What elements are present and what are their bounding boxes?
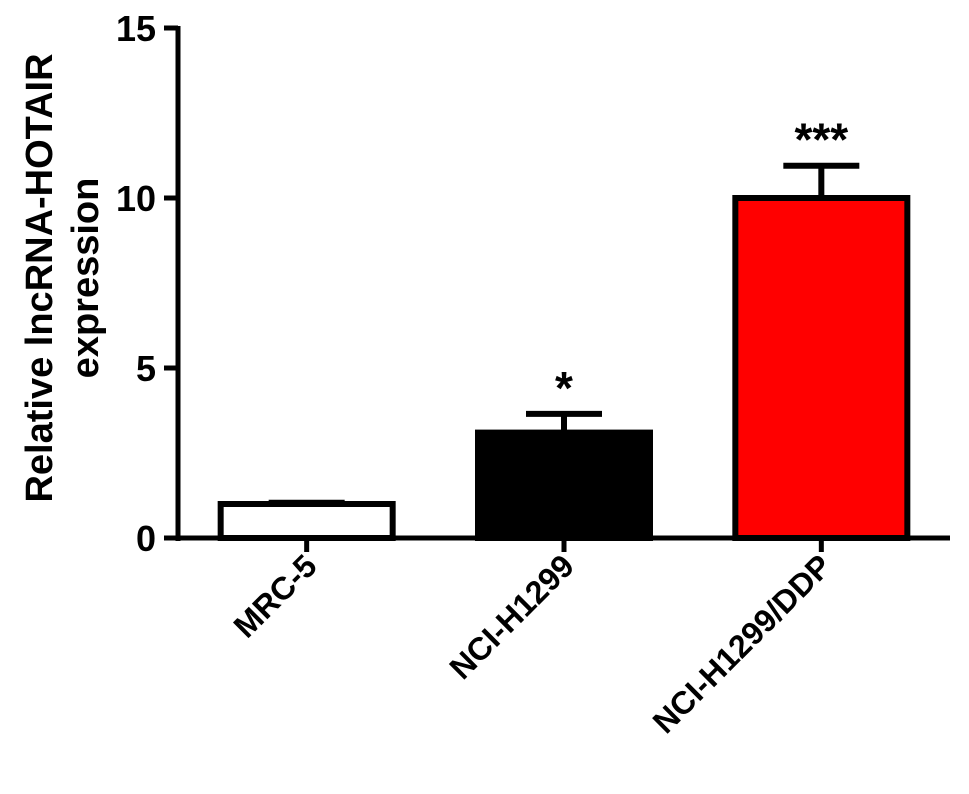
y-tick-label: 0 — [136, 518, 156, 559]
x-tick-label: NCI-H1299 — [442, 547, 581, 686]
y-tick-label: 10 — [116, 178, 156, 219]
bars: **** — [217, 114, 911, 542]
x-tick-label: NCI-H1299/DDP — [646, 547, 839, 740]
significance-label-3: *** — [794, 114, 848, 166]
y-axis-title-line-1: Relative lncRNA-HOTAIR — [19, 53, 61, 502]
bar-1 — [217, 501, 396, 541]
y-tick-label: 5 — [136, 348, 156, 389]
significance-label-2: * — [555, 362, 573, 414]
y-ticks: 0 5 10 15 — [116, 8, 178, 559]
bar-2 — [475, 429, 653, 542]
x-tick-labels: MRC-5 NCI-H1299 NCI-H1299/DDP — [227, 538, 839, 740]
y-axis-title: Relative lncRNA-HOTAIR expression — [19, 53, 107, 502]
x-tick-label: MRC-5 — [227, 547, 324, 644]
y-axis-title-line-2: expression — [65, 178, 107, 379]
y-tick-label: 15 — [116, 8, 156, 49]
bar-3 — [732, 195, 911, 541]
